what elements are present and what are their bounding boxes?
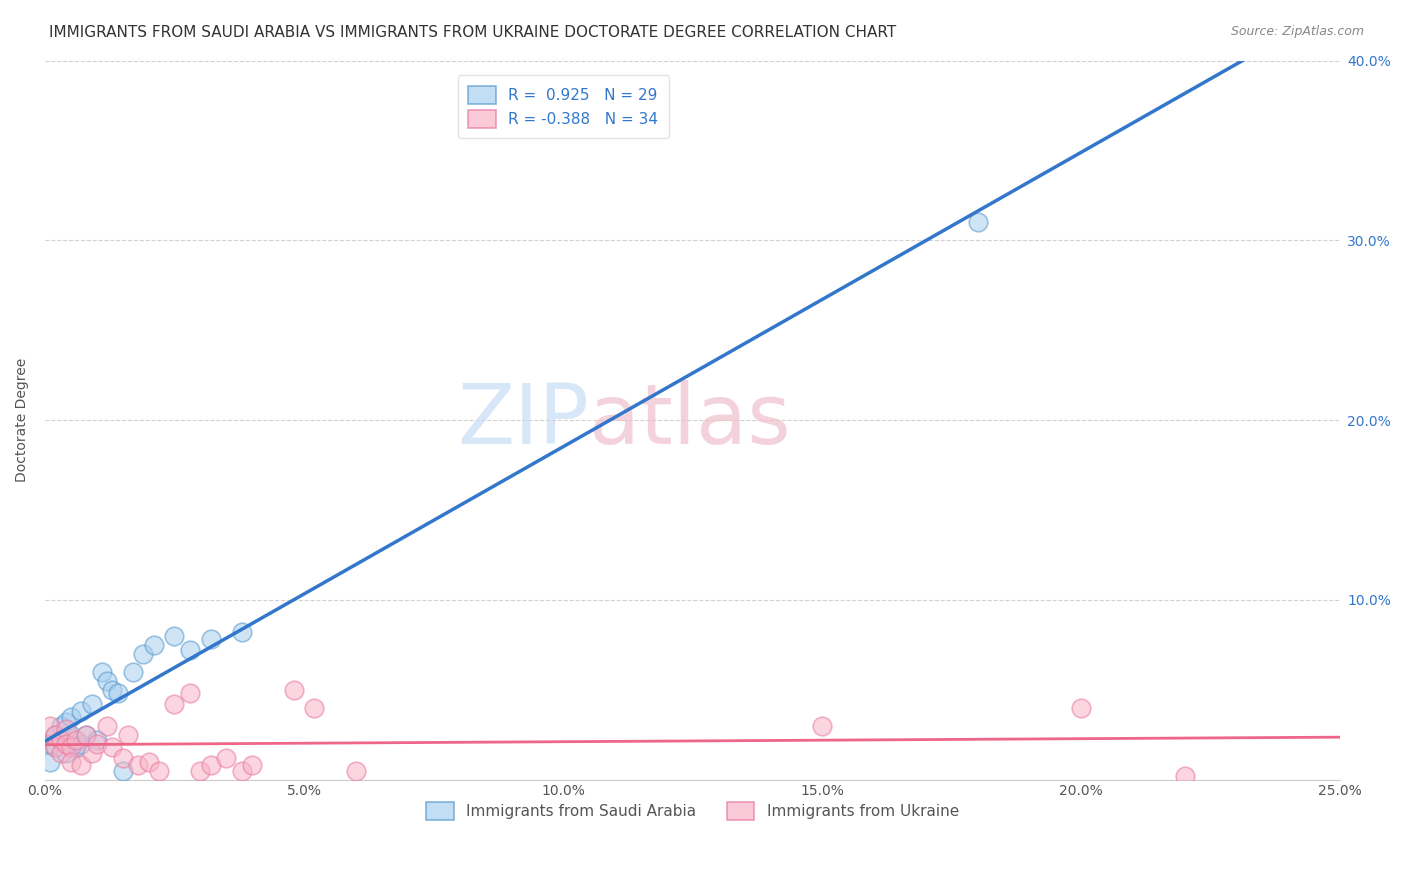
Point [142,638,165,652]
Point [107,686,129,700]
Point [59,755,82,769]
Point [117,728,139,742]
Y-axis label: Doctorate Degree: Doctorate Degree [15,358,30,483]
Point [86,733,108,747]
Point [55,723,77,737]
Point [163,697,186,711]
Point [200,632,222,647]
Legend: Immigrants from Saudi Arabia, Immigrants from Ukraine: Immigrants from Saudi Arabia, Immigrants… [420,796,965,826]
Text: IMMIGRANTS FROM SAUDI ARABIA VS IMMIGRANTS FROM UKRAINE DOCTORATE DEGREE CORRELA: IMMIGRANTS FROM SAUDI ARABIA VS IMMIGRAN… [49,25,897,40]
Point [70,758,93,772]
Point [96,719,118,733]
Point [127,758,149,772]
Point [49,719,72,733]
Point [344,764,367,778]
Point [55,746,77,760]
Point [80,697,103,711]
Point [101,682,124,697]
Point [148,764,170,778]
Text: ZIP: ZIP [457,380,589,460]
Point [59,728,82,742]
Point [70,704,93,718]
Point [44,740,66,755]
Point [49,746,72,760]
Point [101,740,124,755]
Point [39,755,62,769]
Point [231,625,253,640]
Point [304,700,326,714]
Point [75,728,97,742]
Point [163,629,186,643]
Text: Source: ZipAtlas.com: Source: ZipAtlas.com [1230,25,1364,38]
Point [1070,700,1092,714]
Point [49,733,72,747]
Point [215,751,238,765]
Point [59,740,82,755]
Point [138,755,160,769]
Point [96,673,118,688]
Point [75,728,97,742]
Point [111,764,134,778]
Point [80,746,103,760]
Point [91,665,114,679]
Point [49,733,72,747]
Point [59,709,82,723]
Point [65,740,87,755]
Point [39,719,62,733]
Point [122,665,145,679]
Point [811,719,834,733]
Point [240,758,263,772]
Text: atlas: atlas [589,380,790,460]
Point [966,215,988,229]
Point [283,682,305,697]
Point [65,733,87,747]
Point [111,751,134,765]
Point [179,686,201,700]
Point [200,758,222,772]
Point [70,737,93,751]
Point [179,643,201,657]
Point [55,737,77,751]
Point [86,737,108,751]
Point [44,728,66,742]
Point [231,764,253,778]
Point [44,740,66,755]
Point [39,737,62,751]
Point [190,764,212,778]
Point [55,715,77,730]
Point [1174,769,1197,783]
Point [44,728,66,742]
Point [132,647,155,661]
